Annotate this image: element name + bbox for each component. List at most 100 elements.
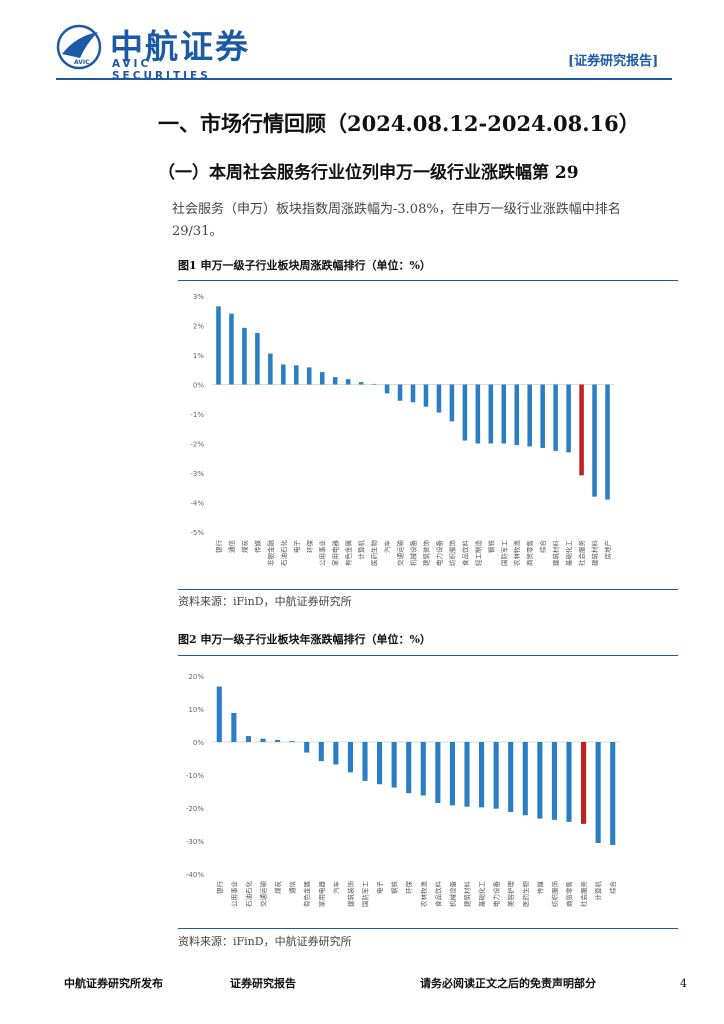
chart1-bar [255, 332, 260, 385]
chart2-bar [216, 686, 222, 742]
chart2-category-label: 国防军工 [361, 881, 370, 908]
logo: AVIC 中航证券 AVIC SECURITIES [56, 22, 256, 82]
figure-1-title: 图1 申万一级子行业板块周涨跌幅排行（单位：%） [178, 259, 431, 272]
chart1-bar [540, 384, 545, 448]
chart1-category-label: 计算机 [357, 540, 366, 560]
chart1-category-label: 基础化工 [564, 540, 573, 567]
chart2-bar [333, 742, 339, 765]
chart1-category-label: 建筑材料 [551, 540, 560, 567]
chart1-category-label: 通信 [227, 540, 236, 554]
chart1-bar [306, 367, 312, 385]
chart2-bar [537, 742, 543, 819]
chart2-bar [508, 742, 514, 812]
chart2-category-label: 传媒 [535, 881, 544, 895]
chart2-category-label: 美容护理 [506, 881, 515, 908]
chart2-bar [522, 742, 528, 816]
chart2-category-label: 建筑装饰 [346, 881, 355, 908]
chart1-bar [384, 384, 390, 394]
chart1-category-label: 商贸零售 [525, 540, 534, 566]
chart2-bar [566, 742, 572, 822]
logo-chinese: 中航证券 [110, 27, 250, 66]
header-rule [56, 78, 672, 80]
chart1-category-label: 家用电器 [331, 540, 340, 567]
figure-1-top-rule [178, 280, 678, 281]
footer-publisher: 中航证券研究所发布 [64, 977, 163, 990]
chart1-category-label: 建筑材料 [590, 540, 599, 567]
chart1-category-label: 食品饮料 [460, 540, 469, 567]
chart2-bar [595, 742, 601, 843]
figure-1-bottom-rule [178, 589, 678, 590]
chart1-bar [423, 384, 429, 407]
page-number: 4 [680, 977, 687, 990]
chart1-bar [281, 364, 286, 385]
chart1-bar [371, 383, 377, 385]
chart1-category-label: 银行 [214, 540, 223, 554]
chart2-bar [231, 712, 237, 742]
chart2-category-label: 公用事业 [229, 881, 238, 908]
chart2-category-label: 食品饮料 [433, 881, 442, 908]
chart1-category-label: 电力设备 [434, 540, 443, 567]
chart1-category-label: 环保 [305, 540, 314, 554]
chart2-bar [347, 742, 353, 773]
chart1-category-label: 传媒 [253, 540, 262, 554]
chart1-bar [358, 382, 364, 385]
chart2-bar [581, 742, 587, 824]
chart1-category-label: 电子 [292, 540, 301, 554]
chart2-category-label: 石油石化 [244, 881, 253, 908]
chart1-category-label: 煤炭 [240, 540, 249, 554]
chart1-category-label: 机械设备 [409, 540, 418, 567]
chart1-bar [216, 306, 221, 385]
chart1-category-label: 建筑装饰 [421, 540, 430, 567]
chart2-ytick-label: -20% [186, 805, 204, 813]
chart2-bar [610, 742, 616, 845]
chart2-bar [406, 742, 412, 794]
chart1-bar [579, 384, 584, 476]
chart-annual-change: 20% 10% 0% -10% -20% -30% -40% 银行 公用事业 石油石化 交通运输 煤炭… [186, 673, 620, 908]
chart2-category-label: 汽车 [331, 881, 340, 895]
chart2-category-label: 银行 [215, 881, 224, 895]
chart2-category-label: 钢铁 [390, 881, 399, 895]
chart2-bar [493, 742, 499, 809]
figure-2-title: 图2 申万一级子行业板块年涨跌幅排行（单位：%） [178, 633, 431, 646]
chart1-bar [553, 384, 558, 451]
chart1-bar [319, 372, 325, 385]
section-subtitle: （一）本周社会服务行业位列申万一级行业涨跌幅第 29 [158, 163, 579, 183]
footer-disclaimer: 请务必阅读正文之后的免责声明部分 [420, 977, 596, 990]
chart1-bar [294, 365, 299, 385]
chart2-category-label: 农林牧渔 [419, 881, 428, 908]
chart2-bar [464, 742, 470, 807]
chart1-bar [345, 379, 351, 385]
chart2-bar [289, 741, 295, 742]
chart1-category-label: 轻工制造 [473, 540, 482, 567]
chart2-bar [245, 736, 251, 742]
figure-1-source: 资料来源：iFinD，中航证券研究所 [178, 595, 352, 608]
section-title: 一、市场行情回顾（2024.08.12-2024.08.16） [158, 111, 640, 136]
chart2-category-label: 电力设备 [492, 881, 501, 908]
paragraph-line-2: 29/31。 [172, 224, 223, 239]
figure-2-top-rule [178, 655, 678, 656]
chart1-category-label: 钢铁 [486, 540, 495, 554]
chart1-ytick-label: 2% [193, 323, 204, 331]
chart1-bar [475, 384, 481, 444]
paragraph-line-1: 社会服务（申万）板块指数周涨跌幅为-3.08%，在申万一级行业涨跌幅中排名 [172, 202, 621, 217]
summary-paragraph: 社会服务（申万）板块指数周涨跌幅为-3.08%，在申万一级行业涨跌幅中排名 [172, 199, 678, 221]
chart1-ytick-label: 3% [193, 293, 204, 301]
chart1-bar [592, 384, 597, 497]
chart1-category-label: 房地产 [603, 540, 612, 560]
chart1-category-label: 医药生物 [370, 540, 379, 567]
chart2-bar [449, 742, 455, 806]
chart2-category-label: 电子 [375, 881, 384, 895]
chart2-ytick-label: 20% [188, 673, 204, 681]
chart1-bar [242, 327, 247, 385]
chart1-bar [449, 384, 455, 422]
chart1-bar [229, 313, 234, 385]
chart1-ytick-label: 0% [193, 382, 204, 390]
chart-weekly-change: 3%2%1%0%-1%-2%-3%-4%-5%银行 通信 煤炭 传媒 非银金融 石油石化电… [190, 293, 614, 567]
chart1-bar [605, 384, 610, 500]
chart1-category-label: 公用事业 [318, 540, 327, 567]
chart2-bar [420, 742, 426, 796]
chart2-category-label: 有色金属 [302, 881, 311, 907]
chart2-ytick-label: 10% [188, 706, 204, 714]
chart2-bar [391, 742, 397, 788]
chart1-bar [397, 384, 403, 401]
